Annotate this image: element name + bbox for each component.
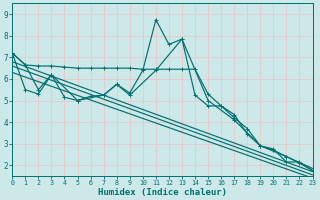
X-axis label: Humidex (Indice chaleur): Humidex (Indice chaleur) bbox=[98, 188, 227, 197]
